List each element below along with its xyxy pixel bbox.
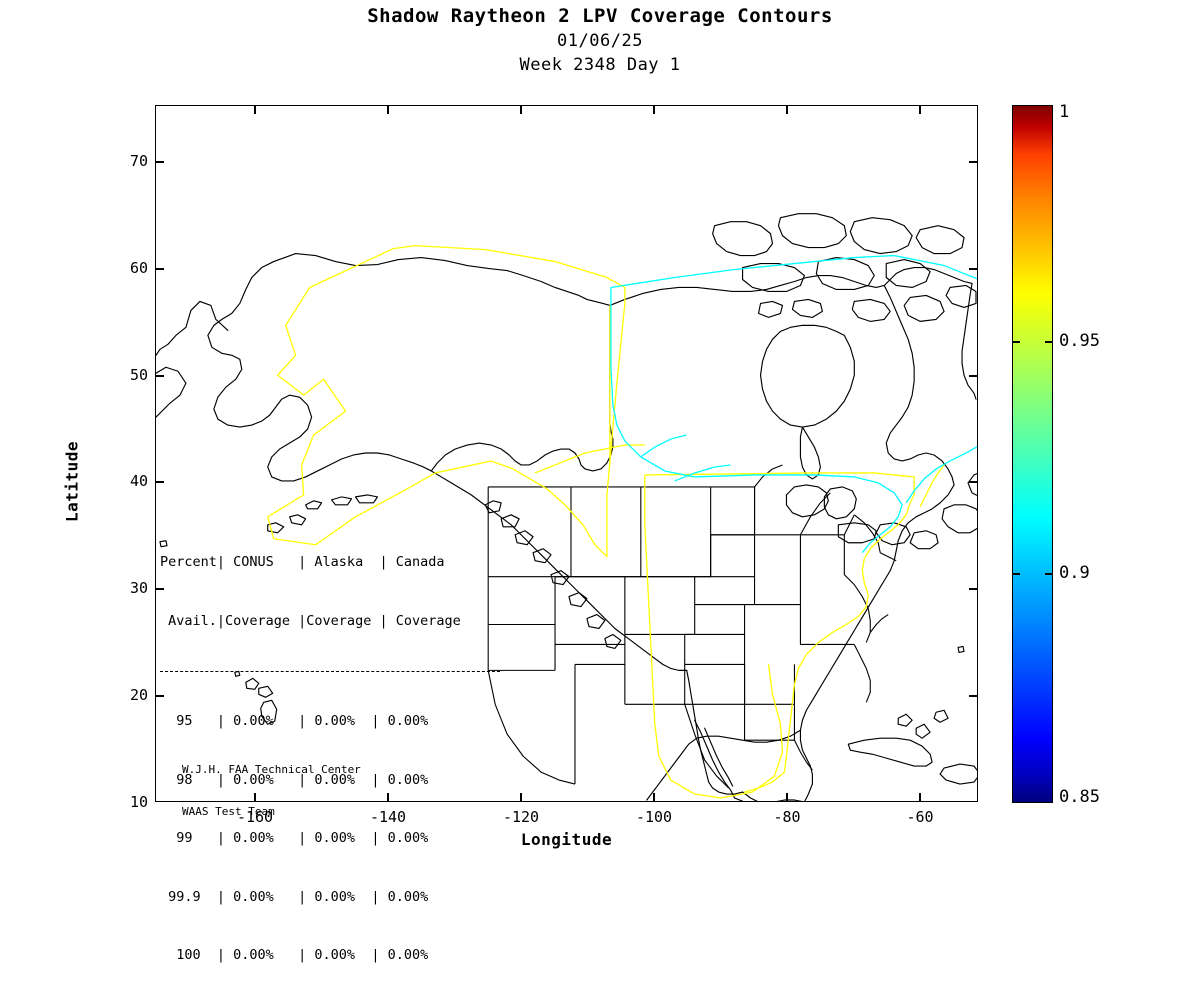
credit-line-1: W.J.H. FAA Technical Center — [182, 763, 361, 776]
ytick-mark-70 — [155, 161, 164, 163]
table-row: 95 | 0.00% | 0.00% | 0.00% — [160, 713, 429, 729]
xtick-mark-140-top — [387, 105, 389, 114]
stats-header-row-2: Avail.|Coverage |Coverage | Coverage — [160, 612, 461, 629]
north-america-map — [156, 213, 977, 801]
ytick-label-20: 20 — [129, 686, 148, 704]
y-axis-label: Latitude — [62, 440, 82, 523]
xtick-mark-80 — [786, 793, 788, 802]
x-axis-label: Longitude — [520, 830, 613, 849]
colorbar-tick-0.9-right — [1045, 573, 1053, 575]
ytick-mark-40-right — [969, 481, 978, 483]
colorbar-label-0.85: 0.85 — [1059, 787, 1100, 807]
xtick-label-140: -140 — [369, 808, 407, 826]
ytick-mark-30-right — [969, 588, 978, 590]
ytick-mark-30 — [155, 588, 164, 590]
table-row: 100 | 0.00% | 0.00% | 0.00% — [160, 947, 429, 963]
colorbar-label-1: 1 — [1059, 102, 1070, 122]
canada-coverage-boundary — [610, 254, 977, 554]
chart-title-line-2: 01/06/25 — [557, 31, 643, 51]
colorbar-label-0.9: 0.9 — [1059, 563, 1090, 583]
ytick-label-50: 50 — [129, 366, 148, 384]
ytick-mark-60-right — [969, 268, 978, 270]
xtick-label-160: -160 — [236, 808, 274, 826]
xtick-label-120: -120 — [502, 808, 540, 826]
chart-title-line-3: Week 2348 Day 1 — [519, 55, 681, 75]
table-row: 98 | 0.00% | 0.00% | 0.00% — [160, 771, 429, 788]
xtick-mark-100 — [653, 793, 655, 802]
xtick-label-60: -60 — [906, 808, 934, 826]
table-row: 99.9 | 0.00% | 0.00% | 0.00% — [160, 888, 429, 905]
chart-title-line-1: Shadow Raytheon 2 LPV Coverage Contours — [367, 5, 833, 27]
ytick-label-30: 30 — [129, 579, 148, 597]
xtick-mark-120-top — [520, 105, 522, 114]
chart-title-block: Shadow Raytheon 2 LPV Coverage Contours … — [0, 4, 1200, 77]
xtick-mark-80-top — [786, 105, 788, 114]
ytick-label-60: 60 — [129, 259, 148, 277]
xtick-mark-140 — [387, 793, 389, 802]
ytick-label-70: 70 — [129, 152, 148, 170]
ytick-mark-50-right — [969, 375, 978, 377]
credit-line-2: WAAS Test Team — [182, 805, 275, 818]
colorbar-tick-0.95-left — [1012, 341, 1020, 343]
xtick-label-100: -100 — [635, 808, 673, 826]
colorbar-label-0.95: 0.95 — [1059, 331, 1100, 351]
ytick-label-10: 10 — [129, 793, 148, 811]
map-plot-area — [155, 105, 978, 802]
xtick-mark-120 — [520, 793, 522, 802]
ytick-mark-50 — [155, 375, 164, 377]
xtick-label-80: -80 — [773, 808, 801, 826]
ytick-mark-70-right — [969, 161, 978, 163]
colorbar-container — [1012, 105, 1053, 803]
stats-header-row-1: Percent| CONUS | Alaska | Canada — [160, 554, 445, 570]
xtick-mark-60-top — [919, 105, 921, 114]
conus-alaska-coverage-boundary — [267, 244, 945, 799]
table-row: 99 | 0.00% | 0.00% | 0.00% — [160, 830, 429, 846]
colorbar-gradient — [1012, 105, 1053, 803]
xtick-mark-60 — [919, 793, 921, 802]
ytick-label-40: 40 — [129, 472, 148, 490]
ytick-mark-60 — [155, 268, 164, 270]
colorbar-tick-0.95-right — [1045, 341, 1053, 343]
ytick-mark-40 — [155, 481, 164, 483]
xtick-mark-160 — [254, 793, 256, 802]
colorbar-tick-0.9-left — [1012, 573, 1020, 575]
ytick-mark-20-right — [969, 695, 978, 697]
stats-table-divider — [160, 671, 500, 672]
xtick-mark-160-top — [254, 105, 256, 114]
ytick-mark-20 — [155, 695, 164, 697]
credit-block: W.J.H. FAA Technical Center WAAS Test Te… — [182, 735, 361, 833]
xtick-mark-100-top — [653, 105, 655, 114]
us-state-borders — [487, 464, 897, 789]
